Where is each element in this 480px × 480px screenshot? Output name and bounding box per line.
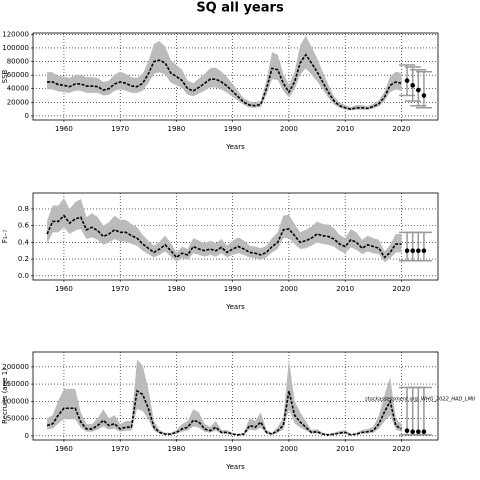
x-tick-label: 1990	[224, 445, 242, 453]
y-tick-label: 0	[25, 112, 29, 120]
annotation: stockassessment.org, WHG_2022_HAD_LM0	[365, 397, 475, 403]
forecast-point	[416, 429, 421, 435]
forecast-point	[410, 83, 415, 88]
y-tick-label: 40000	[7, 85, 29, 93]
forecast-point	[410, 429, 415, 435]
x-tick-label: 1970	[111, 125, 129, 133]
x-tick-label: 2010	[336, 125, 354, 133]
y-tick-label: 50000	[7, 415, 29, 423]
x-axis-label: Years	[225, 143, 245, 151]
y-tick-label: 0.0	[18, 272, 29, 280]
y-axis-label: F₃₋₇	[1, 230, 9, 244]
forecast-point	[404, 428, 410, 433]
y-tick-label: 0.2	[18, 255, 29, 263]
y-tick-label: 20000	[7, 98, 29, 106]
y-tick-label: 120000	[2, 30, 29, 38]
x-tick-label: 2000	[280, 445, 298, 453]
forecast-point	[404, 248, 410, 254]
y-tick-label: 100000	[2, 397, 29, 405]
plot-frame	[32, 32, 439, 121]
panel: 0.0 0.2 0.4 0.6 0.8 1960 1970 1980 1990 2000 2010 2…	[1, 192, 439, 311]
forecast-point	[421, 429, 427, 435]
confidence-band	[47, 198, 402, 263]
forecast-point	[421, 93, 427, 98]
y-tick-label: 150000	[2, 380, 29, 388]
x-tick-label: 1960	[55, 445, 73, 453]
y-tick-label: 80000	[7, 58, 29, 66]
x-tick-label: 2020	[393, 285, 411, 293]
plot-frame	[32, 351, 439, 441]
x-axis-label: Years	[225, 463, 245, 471]
y-axis-label: Recruits (age 1)	[1, 368, 9, 424]
panel: 0 20000 40000 60000 80000 100000 120000 1960 197…	[1, 30, 439, 151]
x-tick-label: 2020	[393, 445, 411, 453]
y-tick-label: 60000	[7, 71, 29, 79]
x-tick-label: 1960	[55, 125, 73, 133]
forecast-point	[410, 248, 415, 254]
forecast-point	[416, 248, 421, 254]
forecast-point	[421, 248, 427, 254]
x-tick-label: 1970	[111, 285, 129, 293]
y-tick-label: 0.8	[18, 205, 29, 213]
forecast-point	[416, 87, 421, 93]
x-tick-label: 1980	[168, 445, 186, 453]
figure-title: SQ all years	[196, 1, 284, 16]
forecast-point	[404, 78, 410, 83]
y-tick-label: 0.6	[18, 222, 30, 230]
confidence-band	[47, 35, 402, 111]
confidence-band	[47, 359, 402, 436]
x-tick-label: 1980	[168, 285, 186, 293]
y-axis-label: SSB	[1, 69, 9, 83]
plot-frame	[32, 192, 439, 281]
x-tick-label: 1960	[55, 285, 73, 293]
x-tick-label: 1980	[168, 125, 186, 133]
y-tick-label: 200000	[2, 363, 29, 371]
x-tick-label: 2010	[336, 445, 354, 453]
x-tick-label: 2010	[336, 285, 354, 293]
y-tick-label: 100000	[2, 44, 29, 52]
x-tick-label: 1990	[224, 125, 242, 133]
estimate-line	[46, 389, 402, 436]
x-tick-label: 2020	[393, 125, 411, 133]
x-tick-label: 1990	[224, 285, 242, 293]
panel: 0 50000 100000 150000 200000 1960 1970 1980 1990…	[1, 351, 475, 471]
estimate-line	[46, 214, 402, 259]
y-tick-label: 0.4	[18, 238, 30, 246]
x-tick-label: 2000	[280, 285, 298, 293]
x-tick-label: 2000	[280, 125, 298, 133]
y-tick-label: 0	[25, 432, 29, 440]
x-tick-label: 1970	[111, 445, 129, 453]
x-axis-label: Years	[225, 303, 245, 311]
